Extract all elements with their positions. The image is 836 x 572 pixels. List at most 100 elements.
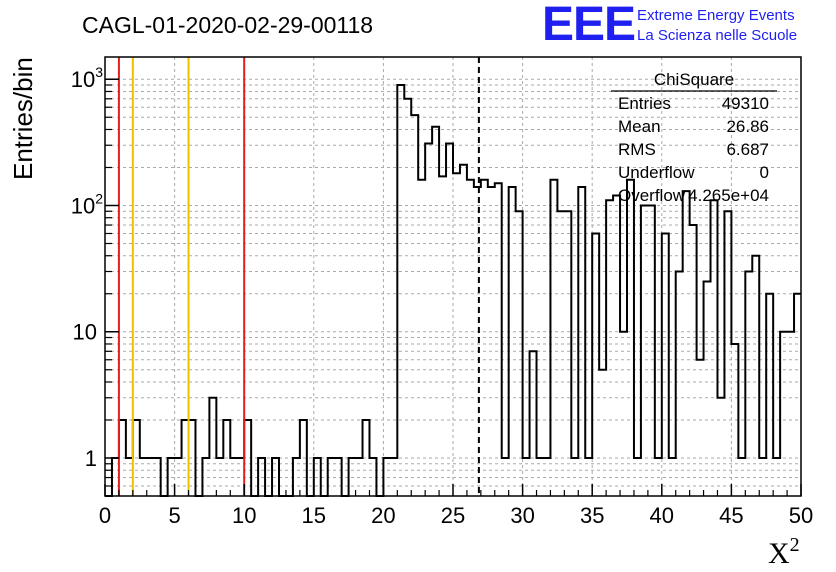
- histogram-bin: [641, 205, 648, 496]
- histogram-bin: [189, 420, 196, 496]
- histogram-bin: [627, 180, 634, 496]
- histogram-bin: [585, 458, 592, 496]
- histogram-bin: [655, 458, 662, 496]
- x-tick-label: 30: [510, 503, 534, 528]
- x-tick-label: 10: [232, 503, 256, 528]
- histogram-bin: [481, 180, 488, 496]
- histogram-bin: [717, 398, 724, 496]
- histogram-bin: [516, 211, 523, 496]
- histogram-bin: [453, 173, 460, 496]
- histogram-bin: [175, 458, 182, 496]
- y-tick-label: 103: [71, 64, 103, 92]
- brand-line-1: Extreme Energy Events: [637, 7, 795, 24]
- stats-row-value: 4.265e+04: [688, 186, 769, 205]
- histogram-bin: [349, 458, 356, 496]
- histogram-bin: [530, 351, 537, 496]
- histogram-bin: [488, 187, 495, 496]
- histogram-bin: [202, 458, 209, 496]
- y-tick-label-base: 10: [71, 67, 95, 92]
- histogram-bin: [766, 294, 773, 496]
- histogram-bin: [397, 85, 404, 496]
- x-tick-label: 45: [719, 503, 743, 528]
- y-tick-label: 10: [73, 320, 97, 345]
- histogram-bin: [369, 458, 376, 496]
- stats-row-value: 49310: [722, 94, 769, 113]
- histogram-bin: [502, 458, 509, 496]
- histogram-bin: [439, 176, 446, 496]
- brand-line-2: La Scienza nelle Scuole: [637, 27, 797, 44]
- histogram-bin: [140, 458, 147, 496]
- stats-row-label: Overflow: [618, 186, 686, 205]
- histogram-bin: [314, 458, 321, 496]
- stats-box: ChiSquare Entries 49310 Mean 26.86 RMS 6.687 U…: [611, 70, 777, 205]
- histogram-bin: [209, 398, 216, 496]
- histogram-bin: [460, 165, 467, 496]
- histogram-bin: [244, 420, 251, 496]
- histogram-bin: [237, 458, 244, 496]
- histogram-bin: [571, 458, 578, 496]
- y-tick-label: 1: [85, 446, 97, 471]
- histogram-bin: [773, 458, 780, 496]
- histogram-bin: [182, 420, 189, 496]
- histogram-bin: [418, 180, 425, 496]
- histogram-bin: [446, 143, 453, 496]
- histogram-bin: [293, 458, 300, 496]
- histogram-bin: [383, 458, 390, 496]
- histogram-bin: [363, 420, 370, 496]
- histogram-bin: [404, 99, 411, 496]
- histogram-bin: [126, 458, 133, 496]
- histogram-bin: [752, 256, 759, 496]
- x-tick-label: 40: [650, 503, 674, 528]
- histogram-bin: [411, 115, 418, 496]
- histogram-bin: [537, 458, 544, 496]
- histogram-bin: [745, 272, 752, 496]
- histogram-bin: [272, 458, 279, 496]
- histogram-bin: [592, 233, 599, 496]
- histogram-bin: [509, 187, 516, 496]
- y-tick-label: 102: [71, 190, 103, 218]
- histogram-bin: [335, 458, 342, 496]
- histogram-bin: [216, 458, 223, 496]
- histogram-bin: [557, 211, 564, 496]
- stats-title: ChiSquare: [654, 70, 734, 89]
- histogram-bin: [620, 332, 627, 496]
- x-tick-label: 50: [789, 503, 813, 528]
- histogram-bin: [230, 458, 237, 496]
- x-tick-label: 35: [580, 503, 604, 528]
- histogram-bin: [133, 420, 140, 496]
- histogram-bin: [328, 458, 335, 496]
- histogram-bin: [697, 360, 704, 496]
- histogram-bin: [119, 420, 126, 496]
- histogram-bin: [662, 233, 669, 496]
- histogram-bin: [154, 458, 161, 496]
- x-tick-label: 25: [441, 503, 465, 528]
- histogram-bin: [550, 180, 557, 496]
- x-axis-label-base: X: [768, 537, 790, 570]
- histogram-bin: [564, 211, 571, 496]
- chart-title: CAGL-01-2020-02-29-00118: [82, 12, 373, 38]
- histogram-bin: [724, 211, 731, 496]
- stats-row-label: Underflow: [618, 163, 695, 182]
- histogram-bin: [669, 458, 676, 496]
- histogram-bin: [495, 183, 502, 496]
- stats-row-label: Mean: [618, 117, 661, 136]
- histogram-bin: [731, 344, 738, 496]
- histogram-bin: [759, 458, 766, 496]
- histogram-bin: [683, 191, 690, 496]
- histogram-bin: [787, 332, 794, 496]
- histogram-bin: [168, 458, 175, 496]
- x-tick-label: 5: [168, 503, 180, 528]
- stats-row-value: 26.86: [726, 117, 769, 136]
- x-tick-label: 15: [302, 503, 326, 528]
- y-tick-label-exponent: 2: [95, 190, 103, 206]
- histogram-bin: [704, 281, 711, 496]
- histogram-bin: [112, 458, 119, 496]
- histogram-bin: [432, 127, 439, 496]
- histogram-bin: [711, 200, 718, 496]
- histogram-bin: [606, 200, 613, 496]
- histogram-bin: [467, 180, 474, 496]
- histogram-bin: [578, 187, 585, 496]
- histogram-bin: [258, 458, 265, 496]
